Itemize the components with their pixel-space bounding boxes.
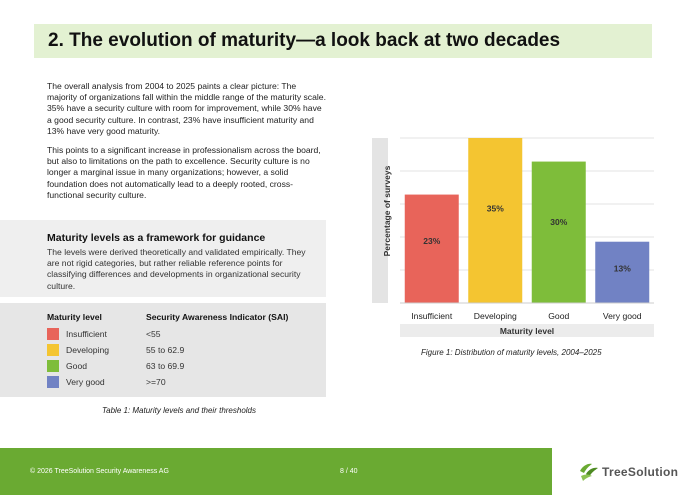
sai-threshold: >=70 [146, 377, 166, 387]
company-logo: TreeSolution [578, 462, 678, 482]
table-row: Developing 55 to 62.9 [0, 344, 326, 358]
table-row: Good 63 to 69.9 [0, 360, 326, 374]
color-swatch [47, 344, 59, 356]
copyright: © 2026 TreeSolution Security Awareness A… [30, 468, 169, 475]
color-swatch [47, 376, 59, 388]
level-name: Very good [66, 377, 105, 387]
table-header-sai: Security Awareness Indicator (SAI) [146, 312, 289, 322]
data-label: 35% [487, 203, 504, 213]
figure-caption: Figure 1: Distribution of maturity level… [421, 348, 602, 357]
page-number: 8 / 40 [340, 468, 358, 475]
logo-wordmark: TreeSolution [602, 465, 679, 479]
level-name: Developing [66, 345, 109, 355]
sai-threshold: 63 to 69.9 [146, 361, 185, 371]
y-axis-band [372, 138, 388, 303]
title-bar: 2. The evolution of maturity—a look back… [34, 24, 652, 58]
framework-text: The levels were derived theoretically an… [47, 247, 306, 291]
x-tick-label: Developing [474, 311, 517, 321]
data-label: 13% [614, 263, 631, 273]
x-tick-label: Good [548, 311, 569, 321]
x-axis-label: Maturity level [499, 326, 555, 336]
sai-threshold: 55 to 62.9 [146, 345, 185, 355]
chart-plot: 23% Insufficient 35% Developing 30% Good 13% Ve… [400, 137, 654, 321]
footer-band: © 2026 TreeSolution Security Awareness A… [0, 448, 552, 495]
framework-box: Maturity levels as a framework for guida… [0, 220, 326, 297]
data-label: 23% [423, 236, 440, 246]
x-axis-band [400, 324, 654, 337]
table-row: Insufficient <55 [0, 328, 326, 342]
maturity-distribution-chart: Percentage of surveys 23% Insufficient 35%… [370, 128, 660, 378]
x-tick-label: Insufficient [411, 311, 453, 321]
footer: © 2026 TreeSolution Security Awareness A… [0, 448, 700, 495]
level-name: Insufficient [66, 329, 107, 339]
bar-insufficient [404, 194, 459, 303]
bar-very-good [595, 241, 650, 303]
bar-good [531, 161, 586, 303]
framework-heading: Maturity levels as a framework for guida… [47, 232, 266, 244]
page-title: 2. The evolution of maturity—a look back… [48, 30, 561, 51]
tree-logo-icon [580, 463, 598, 481]
bar-developing [468, 138, 523, 303]
level-name: Good [66, 361, 88, 371]
professionalism-paragraph: This points to a significant increase in… [47, 145, 321, 200]
sai-threshold: <55 [146, 329, 161, 339]
color-swatch [47, 360, 59, 372]
table-header-level: Maturity level [47, 312, 102, 322]
table-caption: Table 1: Maturity levels and their thres… [102, 406, 257, 415]
x-tick-label: Very good [603, 311, 642, 321]
table-row: Very good >=70 [0, 376, 326, 390]
maturity-levels-table: Maturity level Security Awareness Indica… [0, 303, 326, 397]
intro-paragraph: The overall analysis from 2004 to 2025 p… [47, 81, 326, 136]
color-swatch [47, 328, 59, 340]
data-label: 30% [550, 217, 567, 227]
